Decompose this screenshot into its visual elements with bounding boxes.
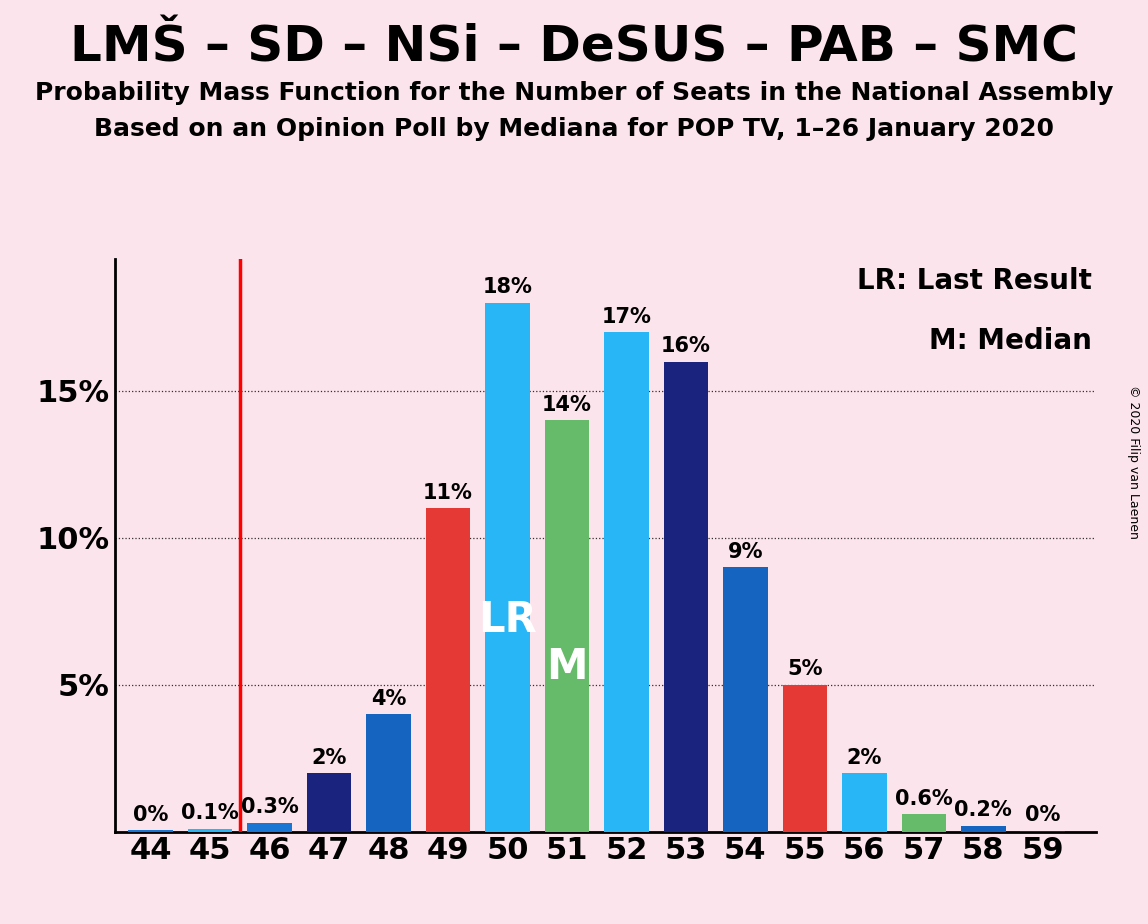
- Bar: [426, 508, 471, 832]
- Bar: [247, 822, 292, 832]
- Bar: [604, 332, 649, 832]
- Text: 16%: 16%: [661, 336, 711, 357]
- Bar: [486, 303, 529, 832]
- Text: 0.2%: 0.2%: [954, 800, 1013, 821]
- Text: 0.3%: 0.3%: [241, 797, 298, 818]
- Bar: [129, 830, 173, 832]
- Bar: [783, 685, 828, 832]
- Text: M: Median: M: Median: [929, 327, 1092, 356]
- Bar: [901, 814, 946, 832]
- Text: © 2020 Filip van Laenen: © 2020 Filip van Laenen: [1127, 385, 1140, 539]
- Text: 5%: 5%: [788, 660, 823, 679]
- Text: LR: LR: [478, 599, 537, 641]
- Text: LR: Last Result: LR: Last Result: [856, 267, 1092, 296]
- Text: 14%: 14%: [542, 395, 592, 415]
- Text: M: M: [546, 646, 588, 688]
- Text: 0%: 0%: [1025, 806, 1061, 825]
- Bar: [664, 361, 708, 832]
- Bar: [187, 829, 232, 832]
- Text: 0%: 0%: [133, 805, 168, 825]
- Text: 11%: 11%: [422, 483, 473, 504]
- Bar: [544, 420, 589, 832]
- Text: Probability Mass Function for the Number of Seats in the National Assembly: Probability Mass Function for the Number…: [34, 81, 1114, 105]
- Bar: [961, 826, 1006, 832]
- Bar: [841, 772, 886, 832]
- Text: 9%: 9%: [728, 541, 763, 562]
- Text: 2%: 2%: [311, 748, 347, 768]
- Text: Based on an Opinion Poll by Mediana for POP TV, 1–26 January 2020: Based on an Opinion Poll by Mediana for …: [94, 117, 1054, 141]
- Text: 18%: 18%: [482, 277, 533, 298]
- Bar: [723, 567, 768, 832]
- Text: 4%: 4%: [371, 688, 406, 709]
- Bar: [366, 714, 411, 832]
- Text: 17%: 17%: [602, 307, 651, 327]
- Text: 2%: 2%: [847, 748, 882, 768]
- Text: 0.1%: 0.1%: [181, 803, 239, 823]
- Bar: [307, 772, 351, 832]
- Text: LMŠ – SD – NSi – DeSUS – PAB – SMC: LMŠ – SD – NSi – DeSUS – PAB – SMC: [70, 23, 1078, 71]
- Text: 0.6%: 0.6%: [895, 789, 953, 808]
